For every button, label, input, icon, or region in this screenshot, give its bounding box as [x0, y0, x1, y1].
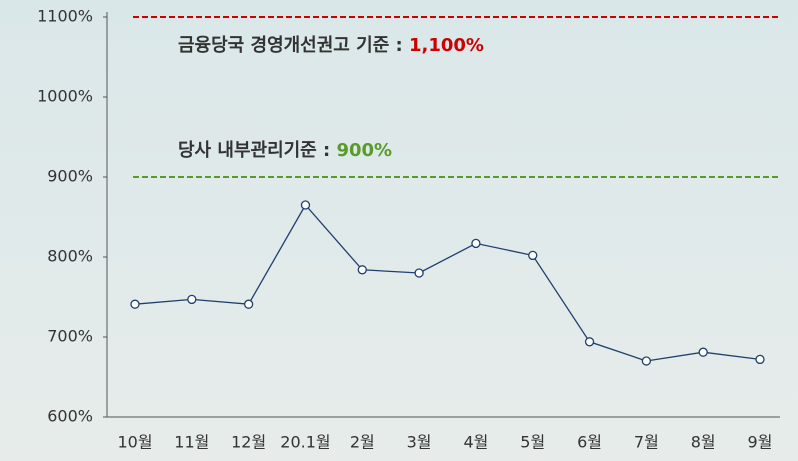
y-tick-label: 700% — [47, 327, 93, 346]
x-tick-label: 2월 — [350, 433, 375, 452]
series-line — [134, 203, 761, 362]
x-tick-label: 20.1월 — [280, 433, 330, 452]
data-point — [641, 356, 652, 366]
x-tick-label: 7월 — [634, 433, 659, 452]
reference-value: 1,100% — [409, 35, 484, 56]
data-point — [528, 250, 538, 261]
x-tick-label: 10월 — [117, 433, 152, 452]
y-tick-label: 800% — [47, 247, 93, 266]
data-point — [243, 299, 254, 309]
y-tick-label: 900% — [47, 167, 93, 186]
x-tick-label: 12월 — [231, 433, 266, 452]
data-point — [300, 200, 311, 210]
y-tick-label: 600% — [47, 407, 93, 426]
data-point — [584, 337, 595, 347]
reference-label-text: 당사 내부관리기준 : — [178, 140, 336, 161]
data-point — [698, 347, 708, 357]
reference-value: 900% — [336, 140, 392, 161]
x-tick-label: 8월 — [691, 433, 716, 452]
y-tick-label: 1000% — [37, 87, 93, 106]
data-point — [130, 299, 140, 309]
reference-label: 금융당국 경영개선권고 기준 : 1,100% — [178, 35, 484, 56]
reference-label: 당사 내부관리기준 : 900% — [178, 140, 392, 161]
data-point — [414, 268, 424, 278]
data-point — [755, 354, 765, 365]
data-point — [471, 238, 481, 249]
x-tick-label: 11월 — [174, 433, 209, 452]
x-tick-label: 3월 — [407, 433, 432, 452]
x-tick-label: 9월 — [748, 433, 773, 452]
x-tick-label: 4월 — [463, 433, 488, 452]
x-tick-label: 6월 — [577, 433, 602, 452]
reference-label-text: 금융당국 경영개선권고 기준 : — [178, 35, 409, 56]
data-point — [187, 294, 197, 305]
x-tick-label: 5월 — [520, 433, 545, 452]
y-tick-label: 1100% — [37, 7, 93, 26]
data-point — [357, 265, 367, 275]
